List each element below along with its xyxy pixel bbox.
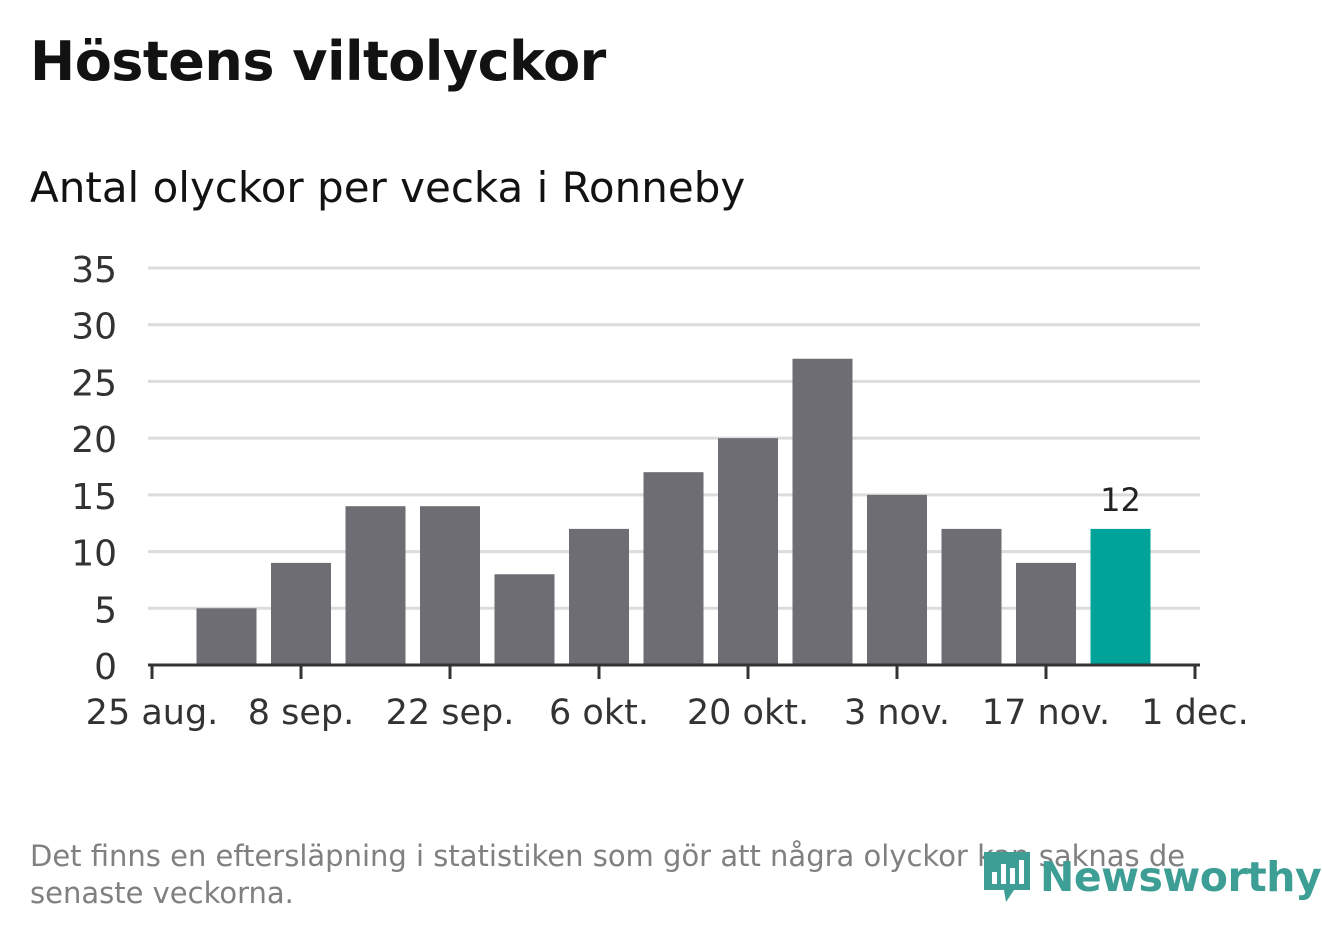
y-axis-ticks: 0 5 10 15 20 25 30 35: [71, 250, 117, 688]
bar: [271, 562, 331, 665]
bar: [867, 494, 927, 665]
bar-chart: 0 5 10 15 20 25 30 35 25 aug. 8 sep. 22 sep. 6 okt…: [71, 250, 1249, 733]
bar: [569, 528, 629, 665]
bar: [718, 438, 778, 665]
bar: [643, 472, 704, 665]
logo-icon: [984, 852, 1030, 902]
bar: [345, 506, 406, 665]
bar: [941, 528, 1002, 665]
chart-subtitle: Antal olyckor per vecka i Ronneby: [30, 163, 746, 212]
bar: [1016, 562, 1076, 665]
bar: [792, 358, 853, 665]
x-tick-label: 25 aug.: [86, 693, 219, 733]
y-tick-label: 10: [71, 534, 117, 575]
y-tick-label: 25: [71, 363, 117, 404]
data-label: 12: [1100, 481, 1141, 519]
bars: [196, 358, 1151, 665]
x-tick-label: 6 okt.: [549, 693, 649, 733]
x-axis-ticks: 25 aug. 8 sep. 22 sep. 6 okt. 20 okt. 3 nov. 1…: [86, 665, 1249, 733]
y-tick-label: 35: [71, 250, 117, 291]
x-tick-label: 8 sep.: [248, 693, 355, 733]
bar: [494, 574, 555, 665]
x-tick-label: 3 nov.: [844, 693, 950, 733]
y-tick-label: 15: [71, 477, 117, 518]
y-tick-label: 5: [94, 590, 117, 631]
data-labels: 12: [1100, 481, 1141, 519]
chart-title: Höstens viltolyckor: [30, 30, 606, 93]
x-tick-label: 22 sep.: [386, 693, 515, 733]
x-tick-label: 17 nov.: [982, 693, 1110, 733]
x-tick-label: 1 dec.: [1141, 693, 1249, 733]
bar: [420, 506, 480, 665]
logo-text: Newsworthy: [1040, 853, 1322, 901]
y-tick-label: 0: [94, 647, 117, 688]
bar: [196, 608, 257, 665]
y-tick-label: 20: [71, 420, 117, 461]
bar-highlight: [1090, 528, 1151, 665]
y-tick-label: 30: [71, 307, 117, 348]
x-tick-label: 20 okt.: [687, 693, 809, 733]
newsworthy-logo: Newsworthy: [980, 846, 1322, 908]
